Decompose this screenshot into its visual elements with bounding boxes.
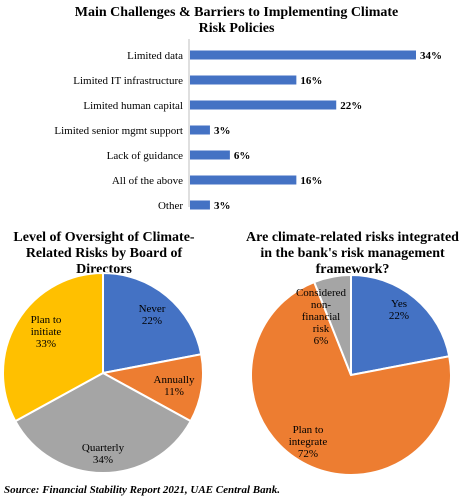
bar-4 bbox=[190, 125, 210, 135]
bar-value-label-3: 22% bbox=[340, 100, 362, 112]
pie-integration-slice-3 bbox=[312, 273, 352, 376]
bar-6 bbox=[190, 175, 297, 185]
pie-integration-slice-1 bbox=[350, 273, 451, 377]
category-label-5: Lack of guidance bbox=[107, 150, 183, 162]
category-label-1: Limited data bbox=[127, 50, 183, 62]
bar-2 bbox=[190, 75, 297, 85]
pie-oversight-slice-label-3: Quarterly 34% bbox=[82, 442, 125, 466]
bar-7 bbox=[190, 200, 210, 210]
pie-oversight-slice-label-4: Plan to initiate 33% bbox=[31, 314, 62, 350]
category-label-6: All of the above bbox=[112, 175, 183, 187]
pie-integration-slice-label-2: Plan to integrate 72% bbox=[289, 424, 328, 460]
bar-value-label-6: 16% bbox=[300, 175, 322, 187]
pie-oversight-slice-label-2: Annually 11% bbox=[154, 374, 195, 398]
bar-5 bbox=[190, 150, 230, 160]
pie-integration-slice-label-3: Considered non-financial risk 6% bbox=[296, 287, 347, 347]
pie-oversight-slice-label-1: Never 22% bbox=[139, 303, 166, 327]
pie-integration-slice-2 bbox=[250, 280, 452, 476]
bar-1 bbox=[190, 50, 416, 60]
pie-oversight-title: Level of Oversight of Climate-Related Ri… bbox=[13, 230, 195, 277]
pie-oversight-slice-1 bbox=[102, 271, 203, 375]
category-label-7: Other bbox=[158, 200, 183, 212]
category-label-2: Limited IT infrastructure bbox=[73, 75, 183, 87]
bar-value-label-7: 3% bbox=[214, 200, 231, 212]
bar-value-label-2: 16% bbox=[300, 75, 322, 87]
category-label-4: Limited senior mgmt support bbox=[54, 125, 183, 137]
bar-value-label-5: 6% bbox=[234, 150, 251, 162]
bar-chart-title: Main Challenges & Barriers to Implementi… bbox=[74, 5, 399, 36]
bar-value-label-1: 34% bbox=[420, 50, 442, 62]
bar-3 bbox=[190, 100, 337, 110]
pie-oversight-slice-2 bbox=[100, 353, 204, 423]
source-note: Source: Financial Stability Report 2021,… bbox=[4, 484, 280, 496]
pie-oversight-slice-4 bbox=[2, 271, 104, 423]
bar-value-label-4: 3% bbox=[214, 125, 231, 137]
category-label-3: Limited human capital bbox=[83, 100, 183, 112]
pie-integration-slice-label-1: Yes 22% bbox=[389, 298, 409, 322]
pie-integration-title: Are climate-related risks integrated in … bbox=[246, 230, 459, 277]
